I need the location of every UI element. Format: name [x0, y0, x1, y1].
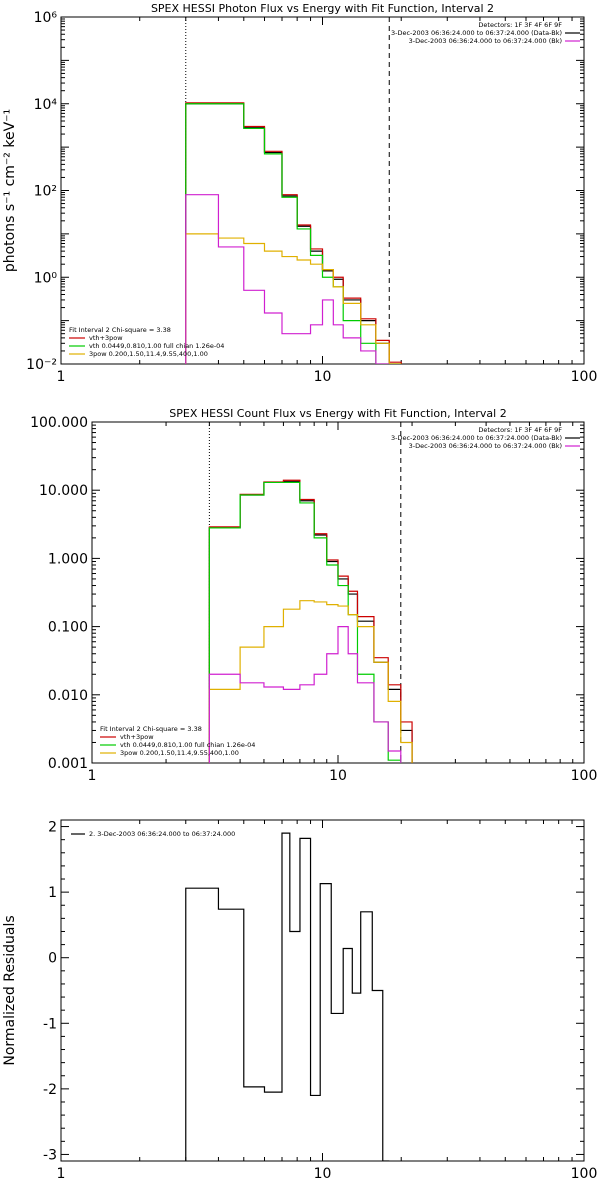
- y-tick-label: 10.000: [39, 483, 88, 499]
- plot-area: [185, 102, 402, 364]
- x-tick-label: 1: [57, 369, 66, 385]
- plot-area: [185, 832, 390, 1161]
- plot-frame: [91, 421, 585, 764]
- y-tick-label: 1: [48, 885, 57, 901]
- y-tick-label: 10⁰: [34, 270, 58, 286]
- x-tick-label: 1: [88, 768, 97, 784]
- legend-entry-text: 3-Dec-2003 06:36:24.000 to 06:37:24.000 …: [391, 29, 562, 37]
- y-axis-label: photons s⁻¹ cm⁻² keV⁻¹: [2, 109, 18, 272]
- y-tick-label: 100.000: [30, 415, 88, 431]
- legend-entry-text: 3pow 0.200,1.50,11.4,9.55,400,1.00: [120, 749, 239, 757]
- series-line-4: [185, 233, 402, 364]
- y-axis-label: Normalized Residuals: [2, 915, 18, 1065]
- y-tick-label: 10²: [34, 184, 57, 200]
- chart-panel-3: 1 10 100 -3 -2 -1 0 1 2 Normalized Residuals 2. 3-…: [2, 819, 598, 1182]
- legend-entry-text: vth 0.0449,0.810,1.00 full chian 1.26e-0…: [89, 342, 224, 350]
- y-tick-label: -1: [43, 1016, 57, 1032]
- chart-title: SPEX HESSI Photon Flux vs Energy with Fi…: [151, 2, 494, 15]
- series-line-4: [208, 600, 413, 763]
- series-line-1: [185, 103, 402, 364]
- y-tick-label: -3: [43, 1147, 57, 1163]
- chart-panel-1: SPEX HESSI Photon Flux vs Energy with Fi…: [2, 2, 597, 385]
- legend-entry-text: vth+3pow: [120, 733, 154, 741]
- legend-entry-text: Detectors: 1F 3F 4F 6F 9F: [478, 21, 562, 29]
- x-tick-label: 10: [314, 369, 332, 385]
- plot-frame: [60, 819, 585, 1162]
- chart-panel-2: SPEX HESSI Count Flux vs Energy with Fit…: [30, 407, 597, 784]
- y-tick-label: 0: [48, 951, 57, 967]
- y-tick-label: 0.001: [48, 756, 88, 772]
- x-tick-label: 100: [571, 768, 598, 784]
- y-tick-label: 0.010: [48, 688, 88, 704]
- x-tick-label: 100: [571, 369, 598, 385]
- legend-entry-text: 3-Dec-2003 06:36:24.000 to 06:37:24.000 …: [391, 434, 562, 442]
- legend-entry-text: 2. 3-Dec-2003 06:36:24.000 to 06:37:24.0…: [89, 830, 235, 838]
- x-tick-label: 10: [329, 768, 347, 784]
- series-line-5: [208, 626, 402, 763]
- legend-entry-text: 3pow 0.200,1.50,11.4,9.55,400,1.00: [89, 350, 208, 358]
- series-line-1: [185, 832, 390, 1161]
- y-tick-label: 0.100: [48, 620, 88, 636]
- y-tick-label: 10⁶: [34, 10, 58, 26]
- y-tick-label: 1.000: [48, 551, 88, 567]
- series-line-5: [185, 194, 390, 364]
- legend-entry-text: Fit Interval 2 Chi-square = 3.38: [100, 725, 202, 733]
- y-tick-label: 2: [48, 820, 57, 836]
- legend-entry-text: 3-Dec-2003 06:36:24.000 to 06:37:24.000 …: [409, 442, 562, 450]
- series-line-3: [208, 481, 402, 763]
- legend-entry-text: 3-Dec-2003 06:36:24.000 to 06:37:24.000 …: [409, 37, 562, 45]
- x-tick-label: 100: [571, 1166, 598, 1182]
- plot-area: [208, 479, 413, 763]
- legend-entry-text: vth+3pow: [89, 334, 123, 342]
- y-tick-label: 10⁴: [34, 97, 58, 113]
- y-tick-label: 10⁻²: [26, 357, 57, 373]
- x-tick-label: 1: [57, 1166, 66, 1182]
- legend-entry-text: Detectors: 1F 3F 4F 6F 9F: [478, 426, 562, 434]
- y-tick-label: -2: [43, 1082, 57, 1098]
- x-tick-label: 10: [314, 1166, 332, 1182]
- chart-title: SPEX HESSI Count Flux vs Energy with Fit…: [169, 407, 506, 420]
- legend-entry-text: vth 0.0449,0.810,1.00 full chian 1.26e-0…: [120, 741, 255, 749]
- legend-entry-text: Fit Interval 2 Chi-square = 3.38: [69, 326, 171, 334]
